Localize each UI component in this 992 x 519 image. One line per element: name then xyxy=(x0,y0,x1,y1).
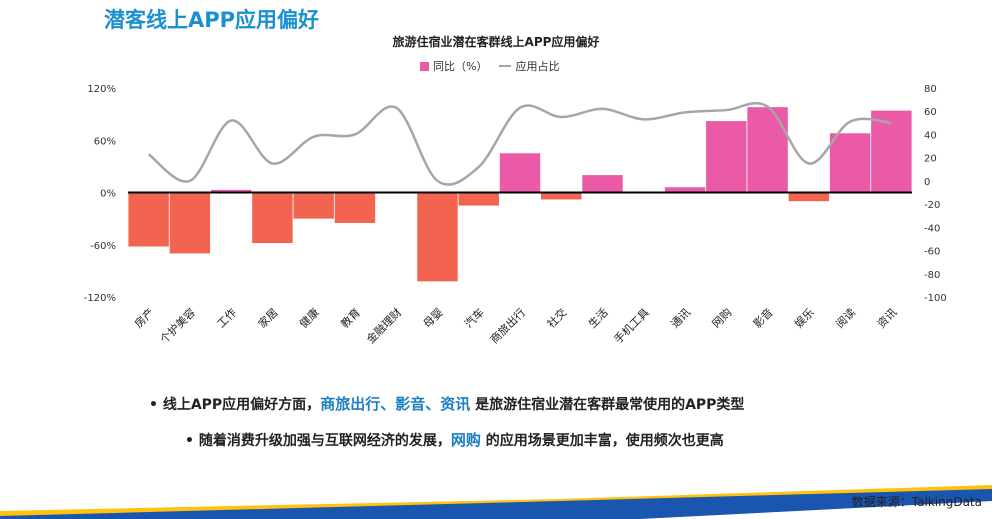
bar-阅读 xyxy=(829,133,871,193)
y-right-tick-label: -60 xyxy=(924,247,940,258)
decorative-footer-band xyxy=(0,485,992,519)
y-left-tick-label: 60% xyxy=(94,136,116,147)
x-tick-label: 汽车 xyxy=(461,305,486,330)
legend-label-yoy: 同比（%） xyxy=(433,60,488,73)
legend-swatch-line xyxy=(499,65,512,67)
bullet-2-prefix: • 随着消费升级加强与互联网经济的发展， xyxy=(185,433,451,449)
line-series-share xyxy=(147,101,892,186)
bar-个护美容 xyxy=(169,192,211,254)
legend-item-yoy: 同比（%） xyxy=(420,58,487,74)
x-tick-label: 社交 xyxy=(544,305,569,330)
y-left-tick-label: -120% xyxy=(84,293,116,304)
x-tick-label: 健康 xyxy=(296,305,321,330)
y-right-tick-label: -20 xyxy=(924,200,940,211)
bar-母婴 xyxy=(417,192,458,282)
bar-家居 xyxy=(252,192,293,244)
y-right-tick-label: 40 xyxy=(924,130,937,141)
x-tick-label: 家居 xyxy=(255,305,280,330)
bar-工作 xyxy=(210,189,252,193)
x-tick-label: 通讯 xyxy=(668,306,693,331)
x-tick-label: 教育 xyxy=(338,305,363,330)
x-tick-label: 生活 xyxy=(585,305,610,330)
legend-item-share: 应用占比 xyxy=(499,58,559,74)
page-title: 潜客线上APP应用偏好 xyxy=(104,8,320,32)
bullet-2-highlight: 网购 xyxy=(450,431,481,449)
bar-娱乐 xyxy=(788,192,830,202)
bullet-item-1: • 线上APP应用偏好方面，商旅出行、影音、资讯 是旅游住宿业潜在客群最常使用的… xyxy=(149,393,744,414)
bar-生活 xyxy=(582,175,623,193)
bar-影音 xyxy=(747,107,788,193)
y-right-tick-label: 20 xyxy=(924,154,937,165)
combo-chart: 120% 60% 0% -60% -120% 80 60 40 20 0 -20 -40 -60 -80 -… xyxy=(84,84,947,346)
legend-swatch-bar xyxy=(420,61,429,71)
bullet-item-2: • 随着消费升级加强与互联网经济的发展，网购 的应用场景更加丰富，使用频次也更高 xyxy=(185,429,724,450)
x-tick-label: 商旅出行 xyxy=(487,305,528,346)
footer-source-panel xyxy=(640,501,992,519)
legend-label-share: 应用占比 xyxy=(515,60,560,73)
data-source: 数据来源：TalkingData xyxy=(851,495,982,509)
x-tick-label: 金融理财 xyxy=(363,305,404,346)
y-right-tick-label: 80 xyxy=(924,84,937,95)
footer-stripe-blue xyxy=(0,489,992,519)
x-tick-label: 母婴 xyxy=(421,306,446,331)
bar-社交 xyxy=(541,192,582,200)
x-tick-label: 阅读 xyxy=(833,305,858,330)
chart-title: 旅游住宿业潜在客群线上APP应用偏好 xyxy=(392,35,600,49)
bullet-1-prefix: • 线上APP应用偏好方面， xyxy=(149,397,321,413)
bar-房产 xyxy=(128,192,169,247)
bar-通讯 xyxy=(664,187,706,193)
x-tick-label: 网购 xyxy=(709,305,734,330)
bar-健康 xyxy=(293,192,334,219)
y-right-tick-label: 60 xyxy=(924,107,937,118)
y-right-tick-label: 0 xyxy=(924,177,930,188)
y-right-tick-label: -100 xyxy=(924,293,947,304)
bullet-1-highlight: 商旅出行、影音、资讯 xyxy=(320,395,471,413)
x-tick-label: 房产 xyxy=(131,305,156,330)
bar-教育 xyxy=(334,192,376,223)
chart-legend: 同比（%） 应用占比 xyxy=(420,58,559,74)
x-tick-label: 影音 xyxy=(750,305,775,330)
y-left-tick-label: -60% xyxy=(90,241,116,252)
y-left-tick-label: 120% xyxy=(87,84,116,95)
x-tick-label: 资讯 xyxy=(875,306,900,331)
bullet-1-suffix: 是旅游住宿业潜在客群最常使用的APP类型 xyxy=(470,397,745,413)
y-right-tick-label: -40 xyxy=(924,223,940,234)
bar-资讯 xyxy=(871,110,912,193)
bullet-2-suffix: 的应用场景更加丰富，使用频次也更高 xyxy=(480,433,724,449)
bar-商旅出行 xyxy=(499,153,541,193)
x-tick-label: 手机工具 xyxy=(611,305,652,346)
x-tick-label: 个护美容 xyxy=(157,305,198,346)
x-tick-label: 娱乐 xyxy=(792,305,817,330)
x-tick-label: 工作 xyxy=(215,306,240,331)
y-left-tick-label: 0% xyxy=(100,189,116,200)
y-right-tick-label: -80 xyxy=(924,270,940,281)
bar-汽车 xyxy=(458,192,499,206)
bar-网购 xyxy=(706,121,747,193)
